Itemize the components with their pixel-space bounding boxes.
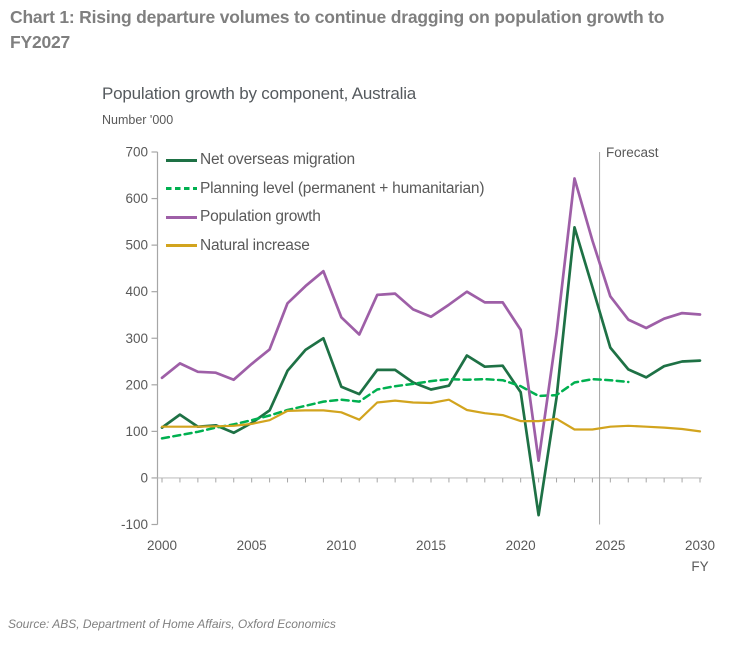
x-tick-label: 2010: [326, 538, 356, 553]
x-tick-label: 2025: [595, 538, 625, 553]
x-tick-label: 2020: [506, 538, 536, 553]
y-tick-label: 400: [125, 284, 148, 299]
page-title: Chart 1: Rising departure volumes to con…: [10, 7, 665, 52]
legend-line-swatch: [166, 158, 197, 162]
legend-line-swatch: [166, 215, 197, 219]
chart-legend: Net overseas migration Planning level (pe…: [166, 149, 485, 263]
y-tick-label: 200: [125, 377, 148, 392]
legend-item: Planning level (permanent + humanitarian…: [166, 178, 485, 200]
legend-item: Natural increase: [166, 235, 484, 257]
series-line-planning-level-permanent-humanitarian: [160, 377, 630, 440]
forecast-label: Forecast: [606, 145, 659, 160]
legend-line-swatch: [166, 244, 197, 247]
y-tick-label: 500: [125, 238, 148, 253]
y-tick-label: 300: [125, 331, 148, 346]
legend-label: Planning level (permanent + humanitarian…: [200, 179, 485, 197]
x-tick-label: 2005: [237, 538, 267, 553]
y-tick-label: 700: [125, 145, 148, 160]
y-tick-label: 0: [140, 470, 148, 485]
legend-label: Net overseas migration: [200, 151, 355, 168]
x-tick-label: 2030: [685, 538, 715, 553]
source-attribution: Source: ABS, Department of Home Affairs,…: [8, 617, 336, 631]
x-tick-label: 2000: [147, 538, 177, 553]
legend-item: Net overseas migration: [166, 149, 484, 171]
y-tick-label: 600: [125, 191, 148, 206]
y-axis-unit-label: Number '000: [102, 113, 174, 127]
chart-subtitle: Population growth by component, Australi…: [102, 84, 417, 103]
legend-label: Natural increase: [200, 236, 310, 254]
y-tick-label: 100: [125, 424, 148, 439]
x-axis-label: FY: [691, 559, 709, 574]
legend-label: Population growth: [200, 208, 321, 225]
legend-line-swatch: [166, 187, 197, 190]
y-tick-label: -100: [121, 517, 148, 532]
series-line-population-growth: [160, 177, 702, 463]
x-tick-label: 2015: [416, 538, 446, 553]
series-line-natural-increase: [160, 398, 702, 433]
legend-item: Population growth: [166, 206, 484, 228]
